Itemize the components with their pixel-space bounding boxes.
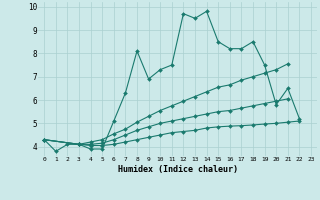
X-axis label: Humidex (Indice chaleur): Humidex (Indice chaleur) — [118, 165, 238, 174]
